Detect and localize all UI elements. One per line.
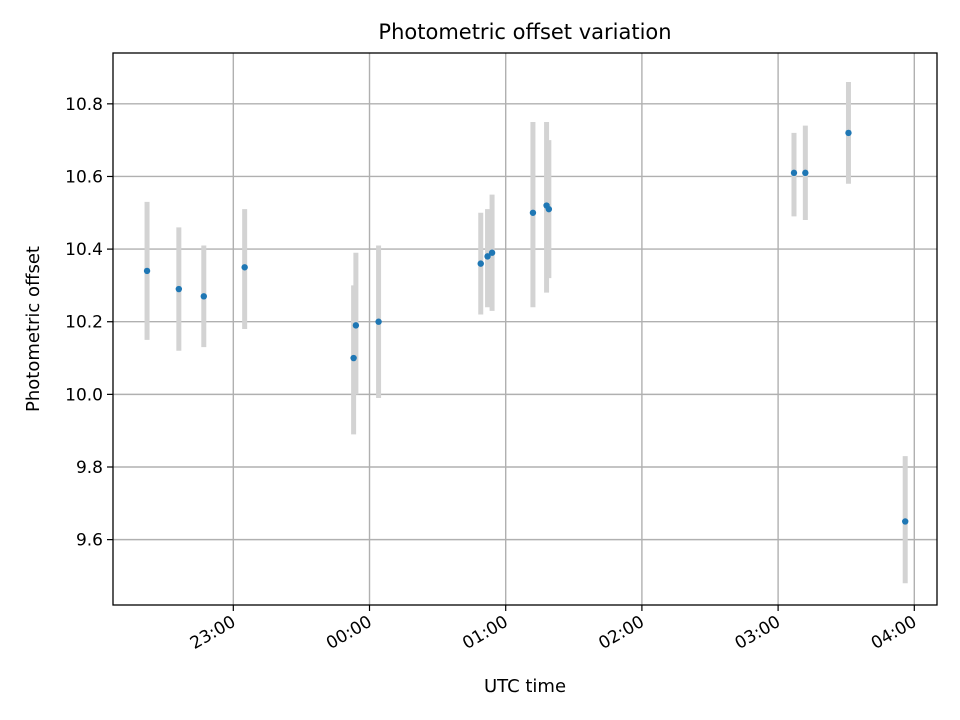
data-point <box>375 318 382 325</box>
data-point <box>200 293 207 300</box>
x-tick-label: 00:00 <box>323 612 375 654</box>
x-tick-label: 03:00 <box>732 612 784 654</box>
x-tick-label: 04:00 <box>868 612 920 654</box>
y-tick-label: 10.6 <box>65 167 103 187</box>
y-tick-label: 9.8 <box>76 458 103 478</box>
data-point <box>545 205 553 213</box>
data-point <box>143 267 151 275</box>
data-point <box>241 264 248 271</box>
y-tick-label: 10.0 <box>65 385 103 405</box>
x-tick-label: 02:00 <box>595 612 647 654</box>
y-tick-label: 10.2 <box>65 313 103 333</box>
grid-layer <box>113 53 937 605</box>
data-point <box>790 169 798 177</box>
data-point <box>484 253 491 260</box>
data-point <box>488 249 496 256</box>
y-tick-label: 10.4 <box>65 240 103 260</box>
data-point <box>352 322 360 329</box>
y-axis-label: Photometric offset <box>23 246 44 412</box>
y-tick-label: 10.8 <box>65 95 103 115</box>
data-point <box>902 518 909 525</box>
errorbar-layer <box>144 82 908 584</box>
data-point <box>845 129 852 137</box>
data-point <box>529 209 537 216</box>
data-point <box>477 260 484 267</box>
data-point <box>175 285 183 293</box>
x-tick-label: 01:00 <box>459 612 511 654</box>
plot-area-frame <box>112 52 938 606</box>
point-layer <box>143 129 909 525</box>
chart-title: Photometric offset variation <box>378 20 671 44</box>
data-point <box>802 169 809 177</box>
x-tick-label: 23:00 <box>187 612 239 654</box>
x-axis-label: UTC time <box>484 676 566 697</box>
data-point <box>350 354 357 362</box>
y-tick-label: 9.6 <box>76 531 103 551</box>
